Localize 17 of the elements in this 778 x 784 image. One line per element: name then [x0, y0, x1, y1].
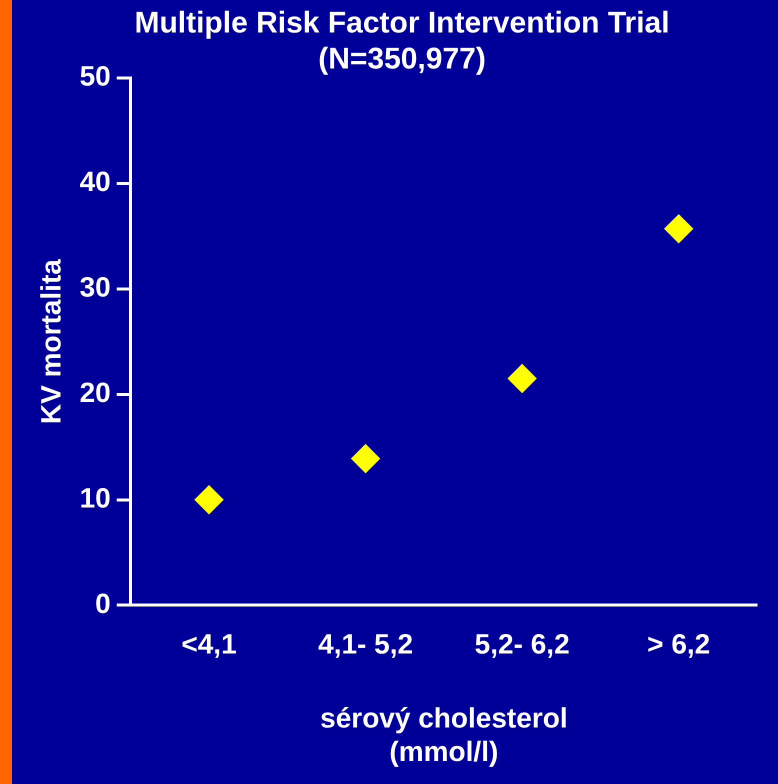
point: [351, 444, 380, 474]
y-tick-label: 10: [80, 482, 111, 514]
point: [664, 214, 694, 244]
y-tick-label: 50: [80, 60, 111, 92]
x-tick-label: > 6,2: [647, 628, 710, 660]
y-tick-label: 40: [80, 166, 111, 198]
x-axis-title: sérový cholesterol (mmol/l): [320, 702, 568, 767]
point: [508, 364, 537, 394]
y-tick-label: 30: [80, 272, 111, 303]
y-tick-label: 20: [80, 377, 111, 408]
x-tick-label: 4,1- 5,2: [318, 628, 414, 660]
y-tick-label: 0: [95, 588, 111, 619]
point: [194, 485, 224, 514]
x-tick-label: 5,2- 6,2: [474, 628, 570, 660]
chart-title: Multiple Risk Factor Intervention Trial (N=350,977): [134, 6, 670, 76]
y-axis-title: KV mortalita: [36, 258, 67, 424]
x-tick-label: <4,1: [181, 628, 237, 660]
